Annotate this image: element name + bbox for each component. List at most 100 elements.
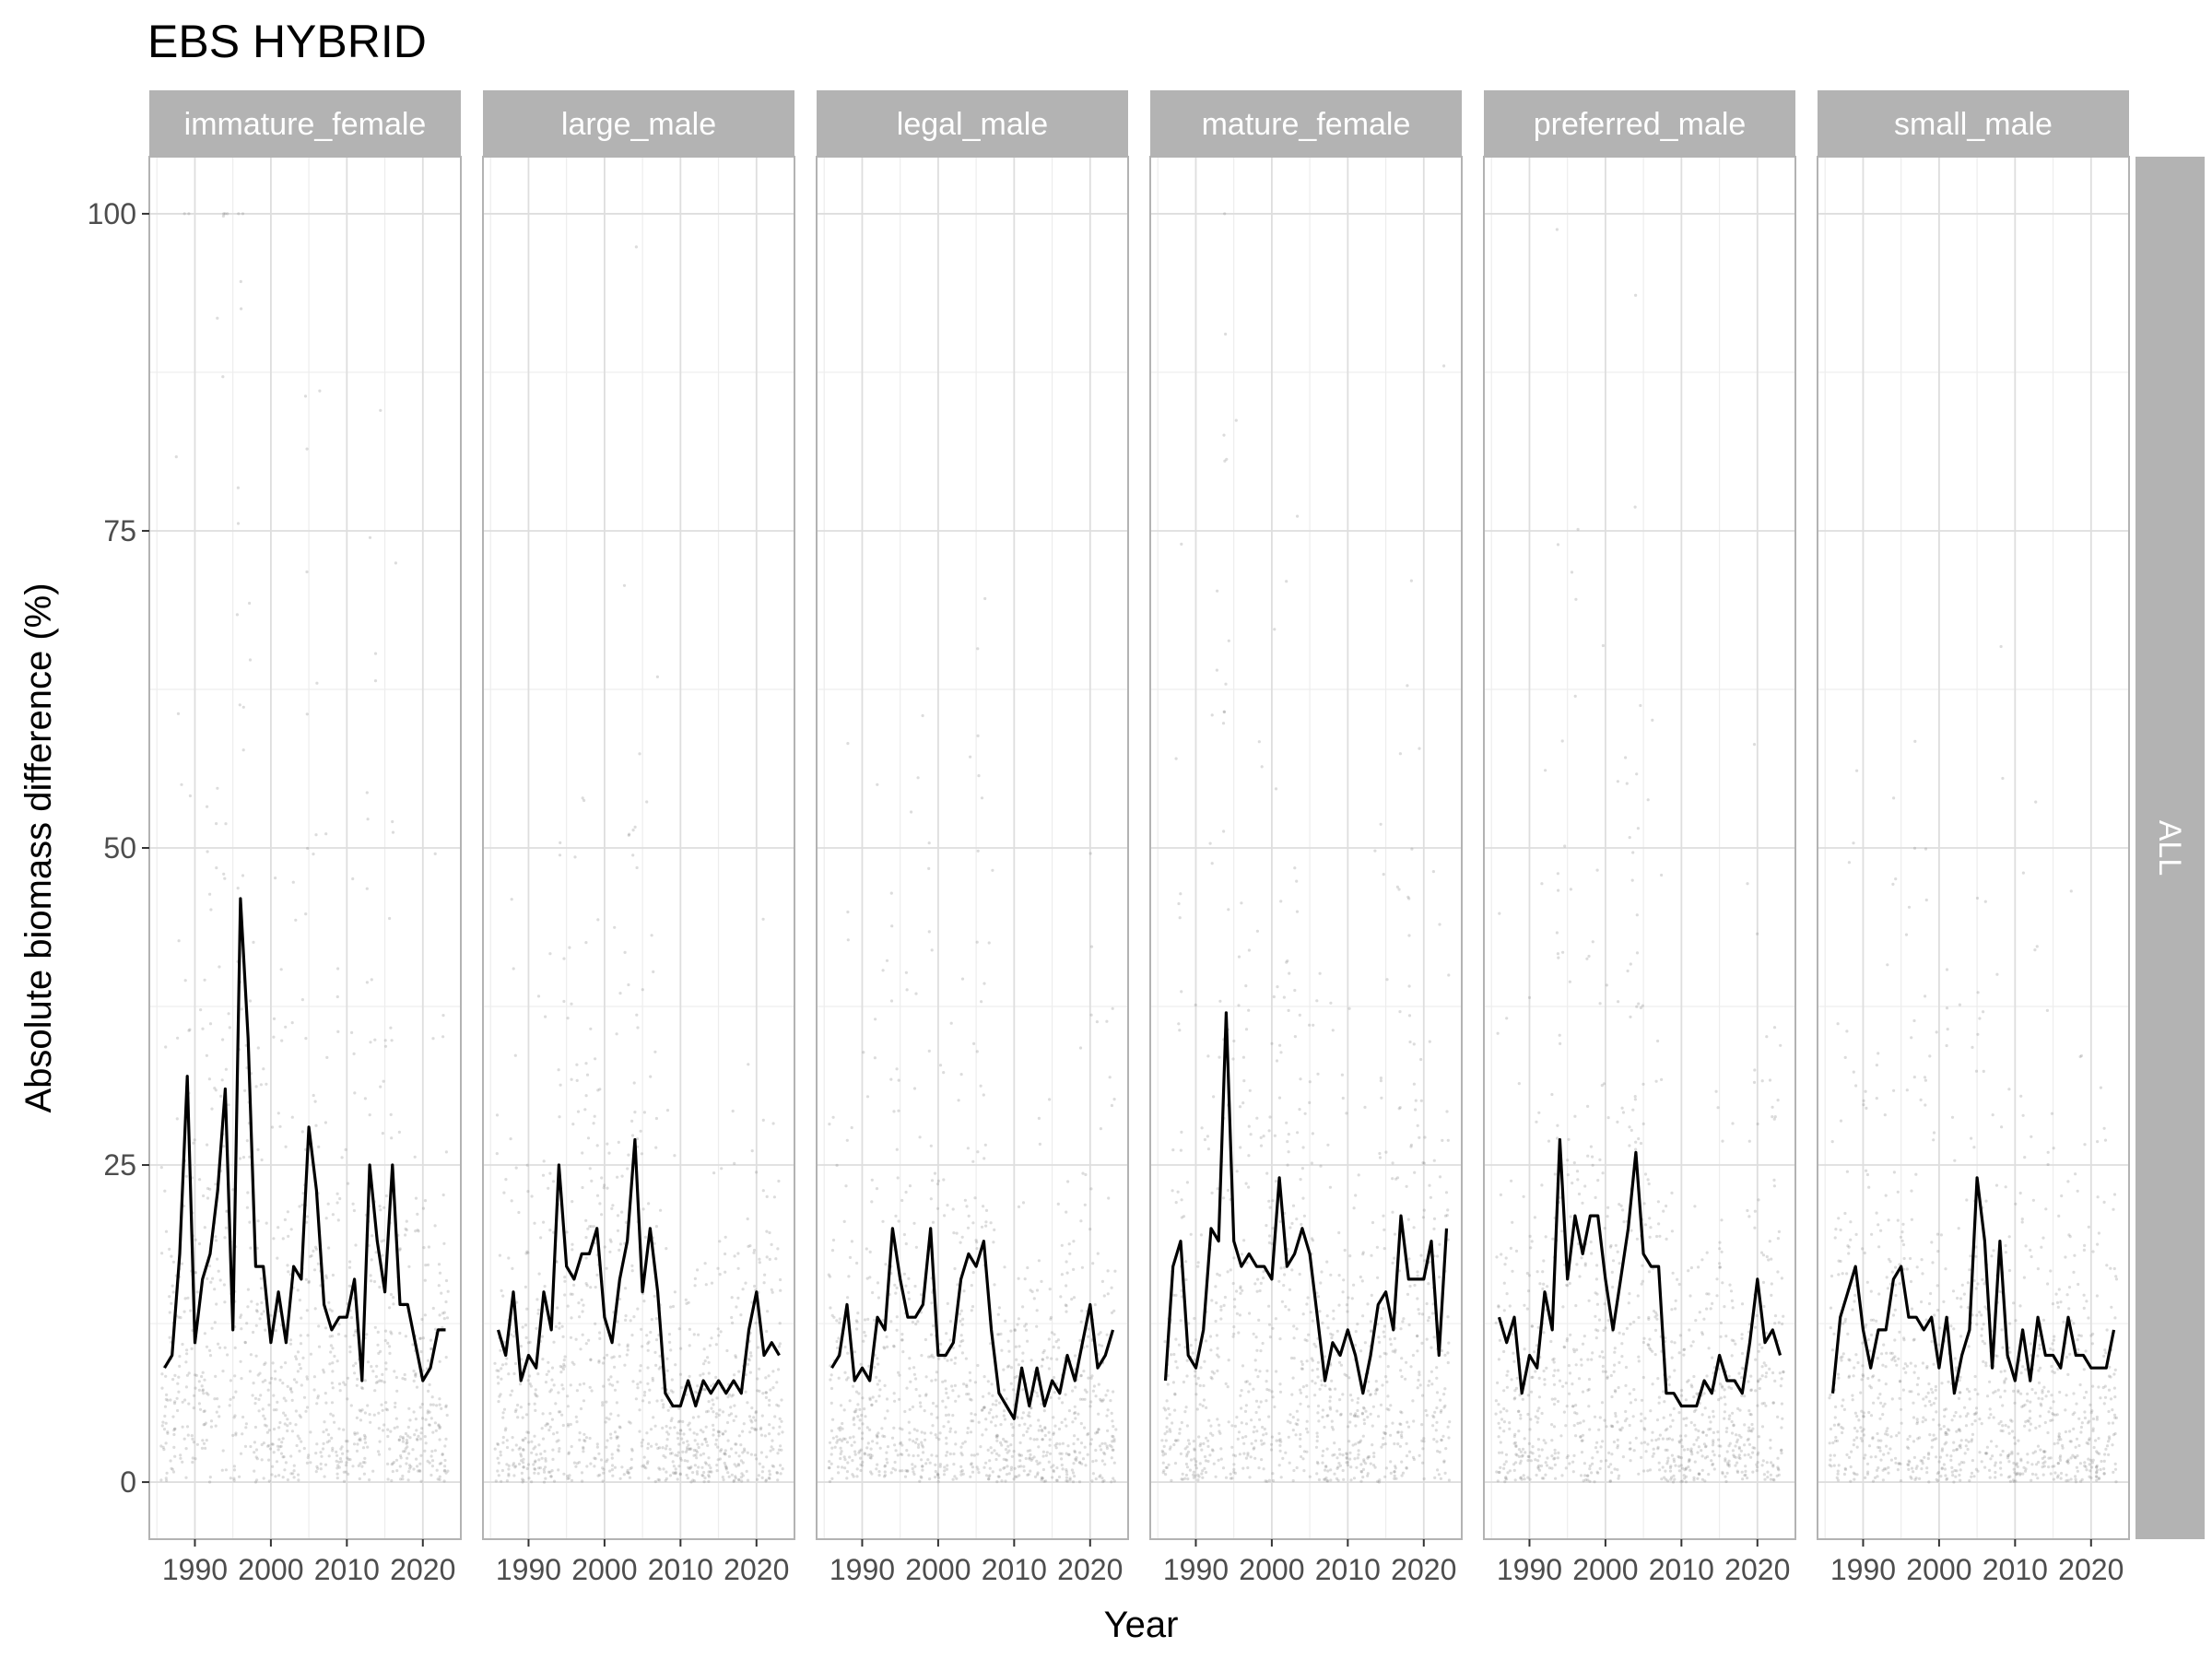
scatter-point <box>522 1457 525 1461</box>
scatter-point <box>1357 1453 1360 1456</box>
scatter-point <box>497 1400 500 1404</box>
scatter-point <box>1401 1320 1405 1324</box>
scatter-point <box>988 1459 992 1463</box>
scatter-point <box>927 841 931 845</box>
scatter-point <box>1060 1463 1064 1467</box>
scatter-point <box>438 1425 442 1429</box>
scatter-point <box>1265 1171 1269 1175</box>
scatter-point <box>1194 1474 1197 1477</box>
scatter-point <box>313 1245 318 1249</box>
scatter-point <box>337 1465 341 1469</box>
scatter-point <box>918 1394 922 1398</box>
scatter-point <box>1326 1479 1330 1483</box>
scatter-point <box>1300 1167 1304 1171</box>
scatter-point <box>1100 1344 1104 1347</box>
scatter-point <box>745 1469 748 1473</box>
scatter-point <box>578 1315 582 1319</box>
scatter-point <box>1384 1425 1388 1429</box>
scatter-point <box>520 1459 524 1463</box>
scatter-point <box>991 1403 994 1406</box>
scatter-point <box>1279 1476 1283 1479</box>
scatter-point <box>1041 1477 1044 1480</box>
scatter-point <box>442 1317 446 1321</box>
scatter-point <box>1247 948 1251 952</box>
scatter-point <box>1379 822 1382 826</box>
scatter-point <box>1065 1479 1069 1483</box>
scatter-point <box>1407 1450 1412 1453</box>
scatter-point <box>1047 1367 1051 1371</box>
scatter-point <box>182 1310 186 1313</box>
scatter-point <box>975 1247 979 1251</box>
scatter-point <box>881 1219 885 1223</box>
scatter-point <box>775 1471 779 1475</box>
scatter-point <box>1406 1420 1409 1424</box>
scatter-point <box>750 1426 754 1430</box>
scatter-point <box>184 1385 188 1389</box>
scatter-point <box>1631 1415 1635 1418</box>
scatter-point <box>651 1379 655 1382</box>
scatter-point <box>397 1438 401 1442</box>
scatter-point <box>611 1474 615 1477</box>
scatter-point <box>181 1400 184 1404</box>
scatter-points <box>493 245 784 1484</box>
scatter-point <box>1270 1041 1274 1045</box>
scatter-point <box>605 1400 608 1404</box>
scatter-point <box>1400 1430 1404 1434</box>
scatter-point <box>173 1427 177 1430</box>
scatter-point <box>703 1461 708 1465</box>
scatter-point <box>1581 1201 1584 1205</box>
scatter-point <box>1359 1479 1363 1483</box>
scatter-point <box>1212 1095 1216 1099</box>
scatter-point <box>500 1468 505 1473</box>
scatter-point <box>1400 1435 1404 1440</box>
scatter-point <box>866 1441 870 1445</box>
scatter-point <box>1232 1470 1236 1474</box>
scatter-point <box>1181 1477 1184 1481</box>
scatter-point <box>912 1221 916 1225</box>
scatter-point <box>1529 1451 1533 1454</box>
scatter-point <box>501 1294 505 1298</box>
scatter-point <box>1315 1435 1319 1439</box>
scatter-point <box>221 375 225 379</box>
scatter-point <box>641 988 644 992</box>
scatter-point <box>847 1275 851 1278</box>
scatter-point <box>655 1399 659 1403</box>
scatter-point <box>1054 1446 1058 1450</box>
scatter-point <box>1442 1393 1446 1396</box>
scatter-point <box>715 1396 719 1400</box>
scatter-point <box>1015 1374 1018 1379</box>
scatter-point <box>1238 1313 1241 1317</box>
scatter-point <box>1577 1377 1582 1381</box>
scatter-point <box>860 1464 865 1467</box>
scatter-point <box>997 1475 1001 1478</box>
scatter-point <box>420 1317 424 1322</box>
scatter-point <box>635 1137 640 1141</box>
scatter-point <box>1354 1194 1358 1197</box>
scatter-point <box>704 1462 709 1465</box>
scatter-point <box>561 1387 565 1391</box>
scatter-point <box>696 1384 700 1388</box>
scatter-point <box>708 1470 712 1474</box>
scatter-point <box>444 1404 448 1407</box>
scatter-point <box>537 1272 541 1276</box>
scatter-point <box>563 1276 567 1279</box>
scatter-point <box>1447 1436 1451 1440</box>
scatter-point <box>712 1410 715 1414</box>
scatter-point <box>1066 1180 1070 1183</box>
scatter-point <box>653 1050 657 1053</box>
scatter-point <box>646 1366 650 1370</box>
scatter-point <box>1300 1367 1304 1371</box>
scatter-point <box>1180 1288 1183 1292</box>
scatter-point <box>1440 1438 1443 1441</box>
scatter-point <box>442 1241 446 1245</box>
scatter-point <box>537 1458 541 1462</box>
scatter-point <box>830 1386 834 1391</box>
scatter-point <box>1447 973 1451 977</box>
scatter-point <box>668 1474 673 1477</box>
scatter-point <box>875 1399 878 1403</box>
scatter-point <box>165 1478 169 1482</box>
scatter-point <box>866 1317 870 1321</box>
scatter-point <box>1273 628 1277 631</box>
scatter-point <box>1337 1274 1341 1277</box>
scatter-point <box>1574 1404 1578 1407</box>
